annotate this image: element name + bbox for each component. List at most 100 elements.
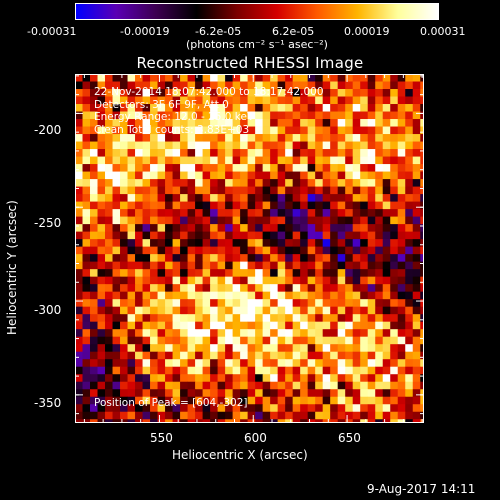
- heatmap-cell: [330, 254, 339, 263]
- heatmap-cell: [240, 134, 249, 142]
- heatmap-cell: [82, 194, 91, 202]
- heatmap-cell: [360, 81, 369, 90]
- heatmap-cell: [180, 96, 188, 105]
- heatmap-cell: [300, 306, 309, 315]
- heatmap-cell: [195, 299, 203, 308]
- heatmap-cell: [292, 381, 301, 390]
- heatmap-cell: [262, 246, 271, 255]
- heatmap-cell: [97, 96, 106, 105]
- heatmap-cell: [165, 329, 173, 338]
- heatmap-cell: [405, 141, 414, 150]
- heatmap-cell: [337, 134, 346, 142]
- heatmap-cell: [390, 359, 399, 368]
- heatmap-cell: [277, 89, 286, 97]
- heatmap-cell: [382, 344, 391, 353]
- heatmap-cell: [375, 269, 384, 278]
- x-tick-label: 550: [150, 431, 173, 445]
- heatmap-cell: [210, 239, 219, 248]
- heatmap-cell: [420, 104, 424, 112]
- heatmap-cell: [292, 186, 301, 195]
- heatmap-cell: [97, 134, 106, 142]
- heatmap-cell: [412, 314, 421, 323]
- heatmap-cell: [225, 261, 234, 270]
- heatmap-cell: [135, 269, 143, 278]
- heatmap-cell: [300, 276, 309, 285]
- heatmap-cell: [405, 239, 414, 248]
- heatmap-cell: [135, 96, 143, 105]
- heatmap-cell: [120, 284, 128, 293]
- heatmap-cell: [382, 179, 391, 187]
- heatmap-cell: [135, 186, 143, 195]
- heatmap-cell: [315, 149, 324, 157]
- heatmap-cell: [262, 291, 271, 300]
- heatmap-cell: [157, 126, 166, 135]
- heatmap-cell: [375, 261, 384, 270]
- heatmap-cell: [412, 141, 421, 150]
- heatmap-cell: [172, 156, 181, 165]
- heatmap-cell: [390, 104, 399, 112]
- y-tick-label: -200: [34, 123, 62, 137]
- heatmap-cell: [232, 209, 241, 218]
- heatmap-cell: [352, 119, 361, 127]
- heatmap-cell: [397, 89, 406, 97]
- heatmap-cell: [337, 396, 346, 405]
- heatmap-cell: [367, 411, 376, 420]
- heatmap-cell: [105, 299, 113, 308]
- heatmap-cell: [225, 389, 234, 398]
- heatmap-cell: [82, 351, 91, 360]
- heatmap-cell: [217, 111, 226, 120]
- heatmap-cell: [330, 216, 339, 225]
- heatmap-cell: [210, 254, 219, 263]
- heatmap-cell: [345, 239, 354, 248]
- heatmap-cell: [187, 336, 196, 345]
- heatmap-cell: [270, 359, 279, 368]
- heatmap-cell: [75, 104, 83, 112]
- heatmap-cell: [285, 321, 294, 330]
- heatmap-cell: [390, 381, 399, 390]
- heatmap-cell: [157, 179, 166, 187]
- heatmap-cell: [405, 321, 414, 330]
- heatmap-cell: [292, 359, 301, 368]
- heatmap-cell: [225, 291, 234, 300]
- heatmap-cell: [232, 404, 241, 413]
- heatmap-cell: [262, 149, 271, 157]
- heatmap-cell: [420, 366, 424, 375]
- heatmap-cell: [165, 209, 173, 218]
- heatmap-cell: [420, 291, 424, 300]
- heatmap-cell: [322, 149, 331, 157]
- heatmap-cell: [345, 164, 354, 172]
- heatmap-cell: [420, 111, 424, 120]
- heatmap-cell: [142, 411, 151, 420]
- heatmap-cell: [82, 276, 91, 285]
- heatmap-cell: [165, 149, 173, 157]
- heatmap-cell: [337, 419, 346, 423]
- heatmap-cell: [262, 374, 271, 383]
- heatmap-cell: [120, 156, 128, 165]
- heatmap-cell: [240, 389, 249, 398]
- heatmap-cell: [292, 149, 301, 157]
- heatmap-cell: [195, 96, 203, 105]
- heatmap-cell: [232, 321, 241, 330]
- heatmap-cell: [390, 119, 399, 127]
- heatmap-cell: [112, 239, 121, 248]
- heatmap-cell: [217, 404, 226, 413]
- heatmap-cell: [420, 374, 424, 383]
- heatmap-cell: [420, 381, 424, 390]
- heatmap-cell: [75, 269, 83, 278]
- heatmap-cell: [157, 111, 166, 120]
- heatmap-cell: [337, 179, 346, 187]
- heatmap-cell: [165, 276, 173, 285]
- colorbar-tick-label: 0.00019: [344, 25, 390, 38]
- heatmap-cell: [90, 81, 98, 90]
- heatmap-cell: [330, 149, 339, 157]
- heatmap-cell: [337, 224, 346, 233]
- heatmap-cell: [225, 96, 234, 105]
- heatmap-cell: [97, 329, 106, 338]
- heatmap-cell: [127, 396, 136, 405]
- heatmap-cell: [157, 216, 166, 225]
- heatmap-cell: [202, 351, 211, 360]
- heatmap-cell: [285, 404, 294, 413]
- heatmap-cell: [82, 419, 91, 423]
- heatmap-cell: [412, 164, 421, 172]
- heatmap-cell: [150, 89, 158, 97]
